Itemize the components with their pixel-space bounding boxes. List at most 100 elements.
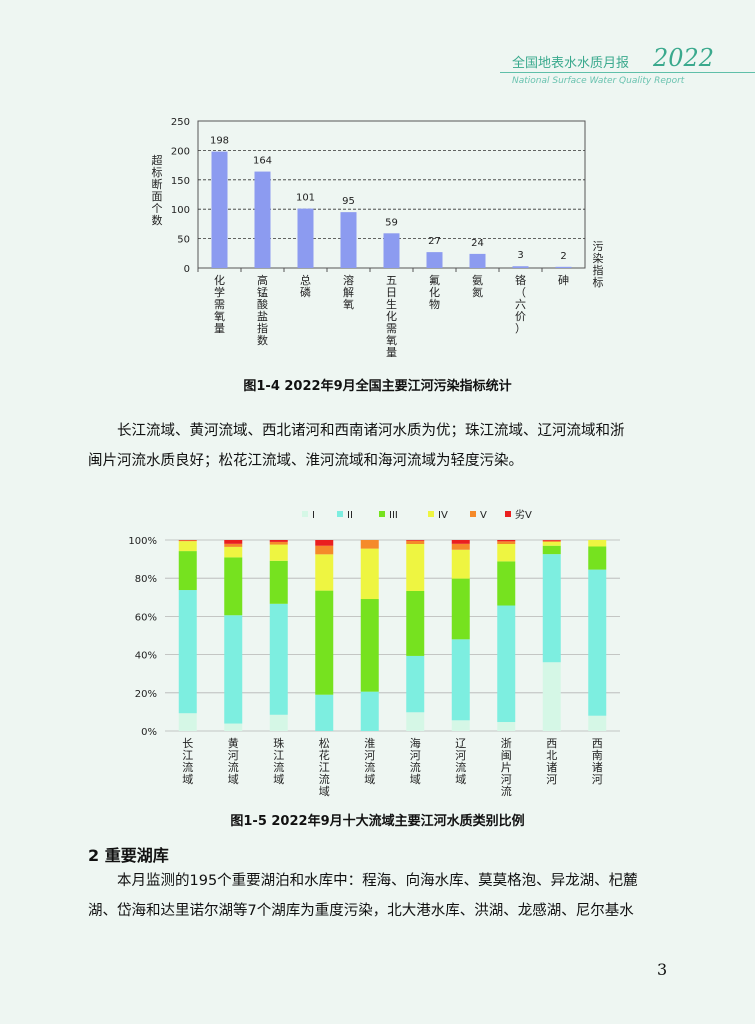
svg-text:生: 生 <box>386 297 397 311</box>
paragraph-line: 闽片河流水质良好；松花江流域、淮河流域和海河流域为轻度污染。 <box>88 453 523 469</box>
svg-text:域: 域 <box>455 773 466 786</box>
svg-text:面: 面 <box>152 190 163 203</box>
svg-text:河: 河 <box>501 773 512 786</box>
svg-text:花: 花 <box>319 749 330 762</box>
x-tick-label: 辽河流域 <box>455 737 466 786</box>
bar-segment <box>269 544 288 561</box>
bar-segment <box>588 540 607 547</box>
bar-segment <box>497 561 516 606</box>
svg-text:指: 指 <box>593 263 604 277</box>
stacked-bar <box>497 540 516 731</box>
bar-segment <box>178 551 197 591</box>
paragraph-line: 湖、岱海和达里诺尔湖等7个湖库为重度污染，北大港水库、洪湖、龙感湖、尼尔基水 <box>88 903 634 919</box>
x-tick-label: 溶解氧 <box>343 273 354 311</box>
bar-segment <box>315 554 334 591</box>
data-label: 2 <box>560 251 566 262</box>
svg-text:高: 高 <box>257 273 268 287</box>
svg-text:松: 松 <box>319 736 330 750</box>
legend-swatch <box>470 511 476 517</box>
bar-segment <box>588 546 607 570</box>
svg-text:标: 标 <box>152 165 163 179</box>
svg-text:解: 解 <box>343 285 354 299</box>
legend-swatch <box>428 511 434 517</box>
bar-segment <box>497 540 516 542</box>
svg-text:溶: 溶 <box>343 273 354 287</box>
svg-text:断: 断 <box>152 177 163 191</box>
x-tick-label: 西北诸河 <box>546 737 557 786</box>
svg-text:长: 长 <box>182 737 193 750</box>
y-tick-label: 40% <box>135 651 157 662</box>
svg-text:江: 江 <box>273 749 284 762</box>
svg-text:海: 海 <box>410 736 421 750</box>
svg-text:河: 河 <box>410 749 421 762</box>
bar-segment <box>269 714 288 731</box>
svg-text:流: 流 <box>501 784 512 798</box>
svg-text:域: 域 <box>319 785 330 798</box>
legend-label: 劣V <box>515 508 532 521</box>
svg-text:淮: 淮 <box>364 737 375 750</box>
svg-text:流: 流 <box>273 760 284 774</box>
svg-text:珠: 珠 <box>273 736 284 750</box>
bar-segment <box>542 554 561 663</box>
bar-segment <box>360 691 379 731</box>
svg-text:域: 域 <box>364 773 375 786</box>
svg-text:数: 数 <box>152 214 163 227</box>
svg-text:价: 价 <box>515 310 526 323</box>
svg-text:化: 化 <box>386 309 397 323</box>
bar-segment <box>178 713 197 731</box>
y-tick-label: 50 <box>177 235 190 246</box>
svg-text:江: 江 <box>319 761 330 774</box>
header-divider <box>500 72 755 73</box>
svg-text:河: 河 <box>455 749 466 762</box>
x-tick-label: 长江流域 <box>182 737 193 786</box>
y-tick-label: 150 <box>171 176 190 187</box>
x-tick-label: 黄河流域 <box>228 736 239 786</box>
svg-text:学: 学 <box>214 285 225 299</box>
bar-segment <box>269 560 288 604</box>
bar-segment <box>497 541 516 545</box>
legend: I II III IV V 劣V <box>302 508 532 521</box>
svg-text:域: 域 <box>273 773 284 786</box>
legend-label: V <box>480 510 487 521</box>
svg-text:需: 需 <box>214 298 225 311</box>
y-tick-label: 80% <box>135 574 157 585</box>
stacked-bar <box>315 540 334 731</box>
bar-segment <box>269 540 288 542</box>
x-tick-label: 铬（六价） <box>515 273 526 335</box>
svg-text:浙: 浙 <box>501 737 512 750</box>
bar <box>426 252 443 268</box>
legend-swatch <box>337 511 343 517</box>
x-tick-label: 海河流域 <box>410 736 421 786</box>
pollution-indicator-bar-chart: 050100150200250超标断面个数198化学需氧量164高锰酸盐指数10… <box>152 117 604 359</box>
svg-text:污: 污 <box>593 240 604 253</box>
svg-text:氧: 氧 <box>343 297 354 311</box>
svg-text:需: 需 <box>386 322 397 335</box>
x-tick-label: 西南诸河 <box>592 737 603 786</box>
stacked-bar <box>406 540 425 731</box>
bar-segment <box>224 540 243 544</box>
svg-text:域: 域 <box>228 773 239 786</box>
bar-segment <box>451 540 470 544</box>
bar-segment <box>406 540 425 545</box>
svg-text:量: 量 <box>214 322 225 335</box>
paragraph-line: 长江流域、黄河流域、西北诸河和西南诸河水质为优；珠江流域、辽河流域和浙 <box>117 423 625 439</box>
bar-segment <box>542 545 561 555</box>
svg-text:量: 量 <box>386 346 397 359</box>
y-tick-label: 20% <box>135 689 157 700</box>
svg-text:北: 北 <box>546 749 557 762</box>
bar-segment <box>315 540 334 546</box>
bar-segment <box>497 605 516 723</box>
bar <box>555 266 572 268</box>
svg-text:氧: 氧 <box>214 309 225 323</box>
bar-segment <box>451 543 470 550</box>
svg-text:物: 物 <box>429 297 440 311</box>
svg-text:流: 流 <box>319 772 330 786</box>
bar-segment <box>406 590 425 656</box>
bar-segment <box>451 549 470 579</box>
legend-swatch <box>379 511 385 517</box>
report-subtitle: National Surface Water Quality Report <box>512 76 685 86</box>
svg-text:超: 超 <box>152 153 163 167</box>
bar-segment <box>360 599 379 692</box>
